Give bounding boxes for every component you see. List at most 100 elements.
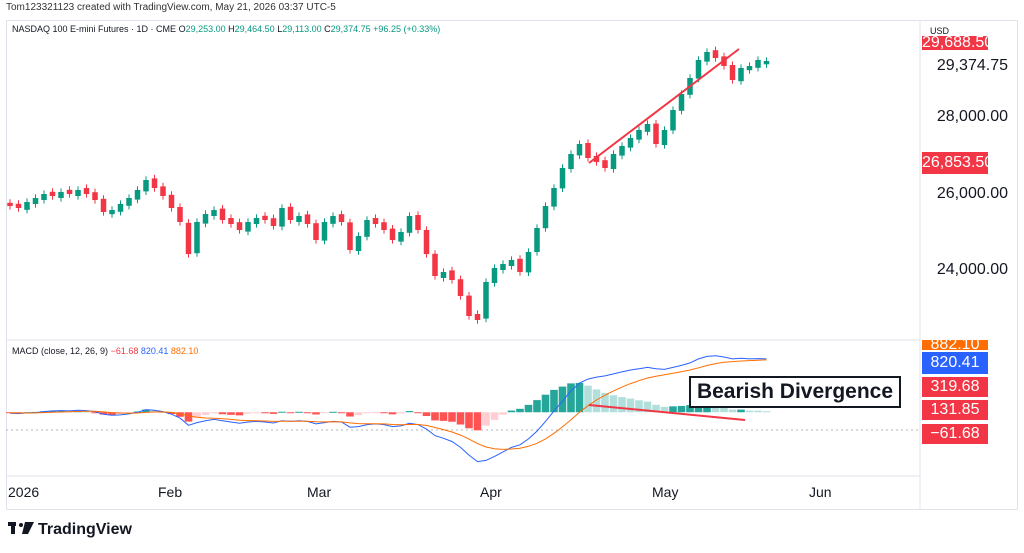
histogram-bar (278, 411, 286, 413)
candle (143, 180, 149, 192)
candle (440, 272, 447, 278)
candle (83, 188, 90, 194)
histogram-bar (397, 412, 405, 414)
histogram-bar (261, 412, 269, 414)
candle (585, 143, 591, 158)
histogram-bar (422, 412, 431, 417)
histogram-bar (380, 412, 388, 414)
candle (449, 270, 455, 280)
histogram-bar (652, 404, 660, 413)
histogram-bar (388, 412, 397, 415)
histogram-bar (533, 400, 541, 413)
candle (236, 222, 243, 230)
candle (500, 264, 506, 270)
low-label: L (277, 24, 283, 34)
histogram-bar (507, 410, 516, 413)
candle (100, 198, 107, 212)
macd-divergence-trendline (588, 404, 746, 421)
histogram-bar (643, 401, 652, 413)
bearish-divergence-annotation[interactable]: Bearish Divergence (689, 376, 901, 408)
candle (491, 268, 498, 283)
macd-legend-label: MACD (close, 12, 26, 9) (12, 346, 109, 356)
histogram-bar (558, 386, 567, 413)
candle (109, 210, 115, 215)
histogram-bar (567, 383, 575, 413)
candle (355, 236, 362, 251)
close-label: C (324, 24, 331, 34)
candle (644, 124, 651, 132)
histogram-bar (329, 411, 337, 413)
candle (542, 206, 549, 229)
candle (423, 230, 430, 254)
high-label: H (228, 24, 235, 34)
candle (126, 198, 132, 206)
candle (763, 61, 770, 65)
symbol-legend: NASDAQ 100 E-mini Futures · 1D · CME O29… (12, 24, 440, 34)
histogram-badge: −61.68 (922, 424, 988, 444)
histogram-bar (711, 404, 720, 413)
candle (661, 130, 668, 145)
histogram-bar (210, 412, 218, 414)
time-axis-apr: Apr (480, 484, 502, 500)
tradingview-logo-icon (8, 522, 34, 534)
candle (381, 222, 387, 230)
histogram-bar (150, 410, 159, 413)
signal-badge: 882.10 (922, 340, 988, 350)
histogram-bar (176, 412, 184, 417)
histogram-bar (762, 411, 771, 413)
candle (270, 218, 277, 226)
histogram-bar (456, 412, 465, 425)
price-badge-high: 29,688.50 (922, 36, 988, 50)
high-value: 29,464.50 (234, 24, 275, 34)
candle (602, 160, 608, 168)
histogram-bar (48, 410, 57, 413)
currency-label[interactable]: USD (930, 26, 950, 36)
macd-badge-131: 131.85 (922, 400, 988, 420)
histogram-bar (167, 412, 176, 415)
logo-text: TradingView (38, 521, 132, 538)
open-label: O (178, 24, 186, 34)
low-value: 29,113.00 (282, 24, 322, 34)
candle (41, 194, 47, 200)
candle (398, 232, 404, 242)
candle (406, 216, 413, 233)
histogram-bar (473, 412, 482, 431)
candle (262, 215, 268, 220)
candle (534, 228, 540, 252)
price-axis-tick: 28,000.00 (936, 108, 1008, 125)
candle (576, 144, 583, 156)
last-price-label: 29,374.75 (936, 57, 1008, 74)
candle (389, 228, 396, 240)
tradingview-logo[interactable]: TradingView (8, 521, 132, 539)
histogram-bar (482, 412, 490, 426)
histogram-bar (312, 412, 320, 415)
candle (7, 202, 13, 206)
histogram-bar (227, 412, 235, 415)
histogram-bar (269, 412, 278, 414)
histogram-bar (541, 394, 550, 413)
price-axis-tick: 24,000.00 (936, 261, 1008, 278)
candle (134, 190, 141, 200)
candle (32, 198, 39, 204)
histogram-bar (584, 385, 592, 413)
candle (219, 208, 226, 220)
open-value: 29,253.00 (185, 24, 226, 34)
candle (49, 191, 56, 196)
histogram-bar (677, 405, 686, 413)
time-axis-mar: Mar (307, 484, 332, 500)
candle (304, 214, 311, 224)
candle (347, 222, 353, 250)
candle (610, 154, 617, 169)
candle (245, 222, 251, 232)
histogram-bar (346, 412, 354, 417)
histogram-bar (465, 412, 473, 429)
histogram-bar (550, 389, 558, 413)
candle (296, 216, 302, 222)
candle (670, 110, 676, 131)
histogram-bar (337, 412, 346, 414)
candle (508, 260, 515, 266)
histogram-bar (218, 412, 227, 415)
macd-badge-319: 319.68 (922, 377, 988, 397)
candle (202, 214, 209, 224)
